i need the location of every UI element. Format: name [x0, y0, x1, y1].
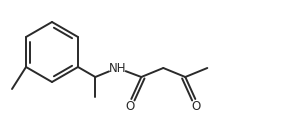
Text: O: O	[192, 100, 201, 114]
Text: O: O	[126, 100, 135, 114]
Text: NH: NH	[108, 62, 126, 74]
